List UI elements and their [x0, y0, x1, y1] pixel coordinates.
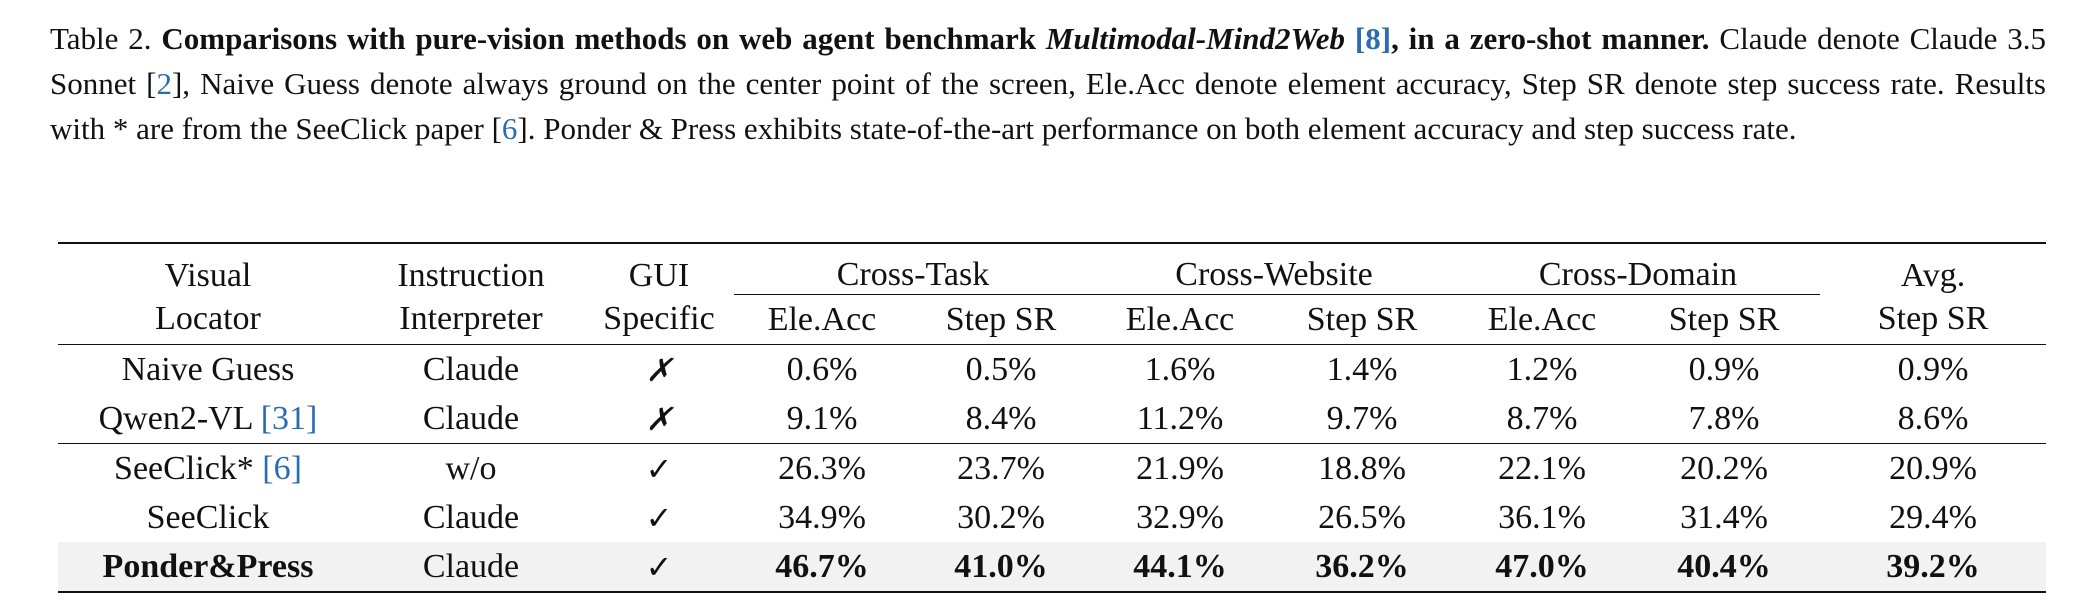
- header-instruction: Instruction: [358, 242, 584, 295]
- check-mark-icon: ✓: [645, 498, 673, 537]
- table-row: SeeClick Claude ✓ 34.9% 30.2% 32.9% 26.5…: [58, 493, 2046, 542]
- cell-value: 0.6%: [786, 350, 858, 388]
- cell-value: 11.2%: [1136, 399, 1224, 437]
- row-interpreter: Claude: [422, 350, 520, 388]
- cell-value: 32.9%: [1136, 498, 1224, 536]
- cross-mark-icon: ✗: [645, 399, 673, 438]
- table-caption: Table 2. Comparisons with pure-vision me…: [50, 16, 2046, 151]
- cell-value: 36.1%: [1498, 498, 1586, 536]
- row-interpreter: w/o: [358, 443, 584, 493]
- cell-value: 26.5%: [1318, 498, 1406, 536]
- cell-value: 1.6%: [1144, 350, 1216, 388]
- header-sub-step-sr-domain: Step SR: [1628, 294, 1821, 345]
- cell-value-best: 41.0%: [910, 542, 1093, 593]
- row-locator-ref[interactable]: [31]: [260, 399, 318, 437]
- cell-value: 1.2%: [1506, 350, 1578, 388]
- row-locator: SeeClick: [146, 498, 270, 536]
- caption-bold-2: , in a zero-shot manner.: [1391, 21, 1710, 56]
- header-avg-step-sr: Step SR: [1820, 294, 2047, 345]
- cell-value: 22.1%: [1456, 443, 1629, 493]
- cell-value-best: 46.7%: [734, 542, 910, 593]
- header-sub-step-sr-website: Step SR: [1268, 294, 1457, 345]
- header-cross-website: Cross-Website: [1092, 242, 1457, 295]
- header-sub-ele-acc-task: Ele.Acc: [734, 294, 910, 345]
- header-row-1: Visual Instruction GUI Cross-Task Cross-…: [58, 242, 2047, 295]
- caption-bold-1: Comparisons with pure-vision methods on …: [161, 21, 1037, 56]
- cell-value: 31.4%: [1680, 498, 1768, 536]
- header-sub-ele-acc-domain: Ele.Acc: [1456, 294, 1629, 345]
- header-interpreter: Interpreter: [358, 294, 584, 345]
- cell-value: 34.9%: [778, 498, 866, 536]
- table-row: Qwen2-VL [31] Claude ✗ 9.1% 8.4% 11.2% 9…: [58, 394, 2046, 444]
- row-interpreter: Claude: [358, 542, 584, 593]
- check-mark-icon: ✓: [584, 443, 734, 493]
- header-cross-task: Cross-Task: [734, 242, 1093, 295]
- cell-value: 8.6%: [1897, 399, 1969, 437]
- table-row-highlight: Ponder&Press Claude ✓ 46.7% 41.0% 44.1% …: [58, 542, 2047, 593]
- row-locator-cell: SeeClick* [6]: [58, 443, 358, 493]
- row-interpreter: Claude: [422, 498, 520, 536]
- caption-ref-8[interactable]: [8]: [1354, 21, 1392, 56]
- cell-value: 8.4%: [965, 399, 1037, 437]
- cell-value: 9.1%: [786, 399, 858, 437]
- cross-mark-icon: ✗: [645, 350, 673, 389]
- caption-ref-6[interactable]: 6: [501, 111, 518, 146]
- cell-value: 29.4%: [1889, 498, 1977, 536]
- cell-value: 20.9%: [1820, 443, 2047, 493]
- cell-value-best: 40.4%: [1628, 542, 1821, 593]
- header-avg: Avg.: [1820, 242, 2047, 295]
- header-locator: Locator: [58, 294, 358, 345]
- row-locator: Naive Guess: [121, 350, 295, 388]
- caption-dataset-name: Multimodal-Mind2Web: [1045, 21, 1346, 56]
- row-locator: Qwen2-VL: [98, 399, 261, 437]
- row-locator-cell: Qwen2-VL [31]: [58, 394, 358, 444]
- header-visual: Visual: [58, 242, 358, 295]
- caption-ref-2[interactable]: 2: [156, 66, 172, 101]
- cell-value-best: 36.2%: [1268, 542, 1457, 593]
- header-sub-step-sr-task: Step SR: [910, 294, 1093, 345]
- row-locator: Ponder&Press: [58, 542, 358, 593]
- cell-value: 0.9%: [1688, 350, 1760, 388]
- cell-value-best: 47.0%: [1456, 542, 1629, 593]
- cell-value: 21.9%: [1092, 443, 1269, 493]
- table-row: SeeClick* [6] w/o ✓ 26.3% 23.7% 21.9% 18…: [58, 443, 2047, 493]
- caption-label: Table 2.: [50, 21, 152, 56]
- cell-value: 0.9%: [1897, 350, 1969, 388]
- row-interpreter: Claude: [422, 399, 520, 437]
- cell-value: 30.2%: [957, 498, 1045, 536]
- cell-value: 18.8%: [1268, 443, 1457, 493]
- cell-value: 0.5%: [965, 350, 1037, 388]
- header-specific: Specific: [584, 294, 734, 345]
- cell-value: 26.3%: [734, 443, 910, 493]
- header-cross-domain: Cross-Domain: [1456, 242, 1821, 295]
- row-locator-ref[interactable]: [6]: [262, 449, 302, 487]
- cell-value: 20.2%: [1628, 443, 1821, 493]
- header-sub-ele-acc-website: Ele.Acc: [1092, 294, 1269, 345]
- caption-text-3: ]. Ponder & Press exhibits state-of-the-…: [517, 111, 1797, 146]
- cell-value: 1.4%: [1326, 350, 1398, 388]
- caption-text-1: Claude denote Claude 3.5 Sonnet [: [50, 21, 2047, 101]
- cell-value: 23.7%: [910, 443, 1093, 493]
- cell-value: 8.7%: [1506, 399, 1578, 437]
- cell-value: 9.7%: [1326, 399, 1398, 437]
- row-locator: SeeClick*: [114, 449, 263, 487]
- header-row-2: Locator Interpreter Specific Ele.Acc Ste…: [58, 294, 2047, 345]
- cell-value-best: 39.2%: [1820, 542, 2047, 593]
- header-gui: GUI: [584, 242, 734, 295]
- caption-text-2: ], Naive Guess denote always ground on t…: [50, 66, 2046, 146]
- check-mark-icon: ✓: [584, 542, 734, 593]
- results-table: Visual Instruction GUI Cross-Task Cross-…: [58, 242, 2047, 593]
- cell-value: 7.8%: [1688, 399, 1760, 437]
- table-row: Naive Guess Claude ✗ 0.6% 0.5% 1.6% 1.4%…: [58, 345, 2046, 395]
- cell-value-best: 44.1%: [1092, 542, 1269, 593]
